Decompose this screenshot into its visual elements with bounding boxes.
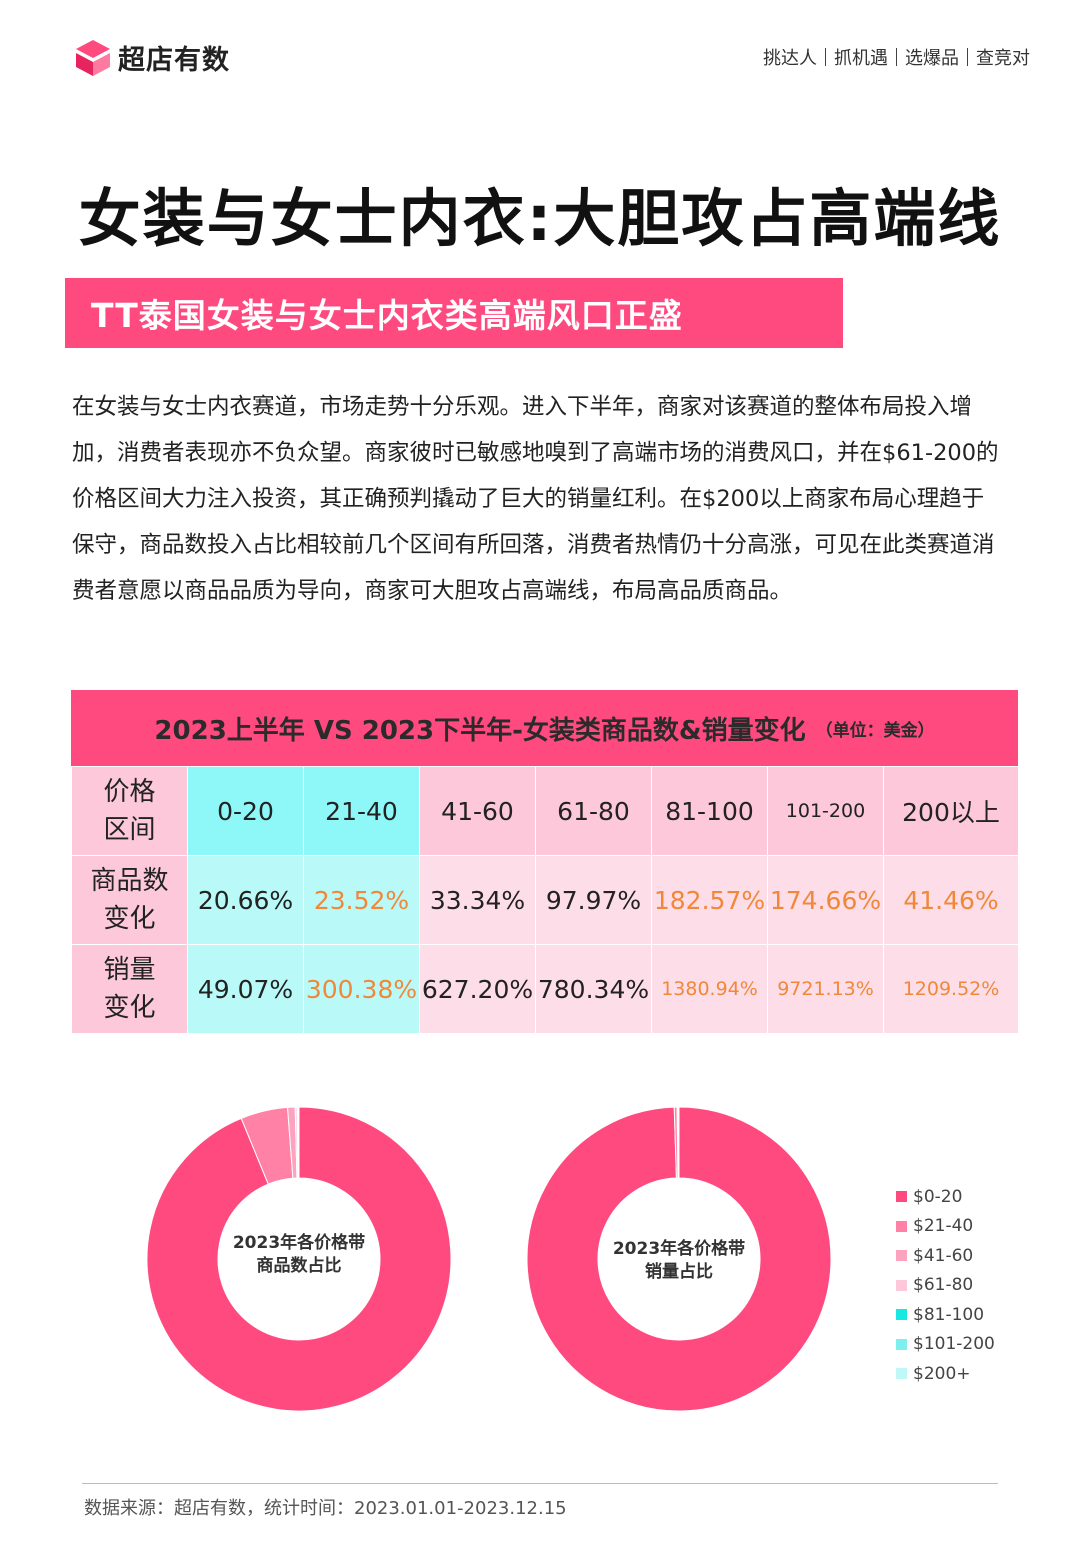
nav-divider	[825, 48, 826, 66]
nav-item-opportunity[interactable]: 抓机遇	[834, 48, 888, 69]
donut-center-label: 2023年各价格带 商品数占比	[232, 1233, 366, 1276]
nav-item-products[interactable]: 选爆品	[905, 48, 959, 69]
legend-swatch	[896, 1250, 907, 1262]
legend-item: $101-200	[896, 1330, 995, 1360]
legend-item: $41-60	[896, 1241, 995, 1271]
top-nav: 挑达人 抓机遇 选爆品 查竞对	[763, 44, 1030, 70]
nav-item-competitors[interactable]: 查竞对	[976, 48, 1030, 69]
nav-divider	[896, 48, 897, 66]
footer-source: 数据来源：超店有数，统计时间：2023.01.01-2023.12.15	[84, 1498, 567, 1519]
table-cell: 101-200	[767, 766, 884, 856]
legend-label: $101-200	[913, 1334, 995, 1355]
legend-label: $200+	[913, 1363, 971, 1384]
body-paragraph: 在女装与女士内衣赛道，市场走势十分乐观。进入下半年，商家对该赛道的整体布局投入增…	[72, 394, 999, 604]
legend-label: $41-60	[913, 1245, 974, 1266]
legend-swatch	[896, 1309, 907, 1321]
section-subtitle: TT泰国女装与女士内衣类高端风口正盛	[91, 296, 683, 335]
legend-swatch	[896, 1220, 907, 1232]
table-cell: 97.97%	[535, 855, 652, 945]
legend-label: $0-20	[913, 1186, 963, 1207]
row-label: 价格 区间	[71, 766, 188, 856]
donut-center-label: 2023年各价格带 销量占比	[612, 1239, 746, 1282]
table-cell: 1380.94%	[651, 944, 768, 1034]
donut-chart-sales-share	[526, 1106, 832, 1412]
donut-chart-product-share	[146, 1106, 452, 1412]
table-cell: 61-80	[535, 766, 652, 856]
section-banner: TT泰国女装与女士内衣类高端风口正盛	[65, 278, 843, 348]
table-cell: 21-40	[303, 766, 420, 856]
legend-label: $21-40	[913, 1216, 974, 1237]
table-header: 2023上半年 VS 2023下半年-女装类商品数&销量变化 （单位：美金）	[71, 690, 1018, 766]
table-row-price: 价格 区间 0-20 21-40 41-60 61-80 81-100 101-2…	[71, 766, 1019, 856]
table-cell: 182.57%	[651, 855, 768, 945]
table-cell: 627.20%	[419, 944, 536, 1034]
donut-slice-0-20	[146, 1106, 452, 1412]
legend-swatch	[896, 1191, 907, 1203]
table-cell: 780.34%	[535, 944, 652, 1034]
legend-label: $61-80	[913, 1275, 974, 1296]
table-cell: 1209.52%	[883, 944, 1019, 1034]
legend-swatch	[896, 1368, 907, 1380]
legend-item: $200+	[896, 1359, 995, 1389]
legend-item: $0-20	[896, 1182, 995, 1212]
row-label: 销量 变化	[71, 944, 188, 1034]
row-label: 商品数 变化	[71, 855, 188, 945]
chart-legend: $0-20 $21-40 $41-60 $61-80 $81-100 $101-200 $2…	[896, 1182, 995, 1389]
table-cell: 81-100	[651, 766, 768, 856]
table-cell: 9721.13%	[767, 944, 884, 1034]
legend-item: $21-40	[896, 1212, 995, 1242]
table-cell: 41.46%	[883, 855, 1019, 945]
table-cell: 33.34%	[419, 855, 536, 945]
donut-slice-0-20	[526, 1106, 832, 1412]
legend-swatch	[896, 1338, 907, 1350]
table-cell: 41-60	[419, 766, 536, 856]
table-cell: 23.52%	[303, 855, 420, 945]
brand-logo: 超店有数	[76, 38, 230, 77]
nav-item-influencer[interactable]: 挑达人	[763, 48, 817, 69]
legend-item: $61-80	[896, 1271, 995, 1301]
table-row-product-count: 商品数 变化 20.66% 23.52% 33.34% 97.97% 182.57…	[71, 855, 1019, 945]
table-title: 2023上半年 VS 2023下半年-女装类商品数&销量变化	[154, 715, 806, 746]
table-cell: 200以上	[883, 766, 1019, 856]
table-unit: （单位：美金）	[815, 720, 935, 741]
table-grid: 价格 区间 0-20 21-40 41-60 61-80 81-100 101-2…	[71, 766, 1019, 1034]
legend-swatch	[896, 1279, 907, 1291]
table-cell: 49.07%	[187, 944, 304, 1034]
table-cell: 300.38%	[303, 944, 420, 1034]
nav-divider	[967, 48, 968, 66]
table-cell: 20.66%	[187, 855, 304, 945]
comparison-table: 2023上半年 VS 2023下半年-女装类商品数&销量变化 （单位：美金） 价…	[71, 690, 1019, 1034]
footer-divider	[82, 1483, 998, 1484]
table-cell: 174.66%	[767, 855, 884, 945]
page-title: 女装与女士内衣:大胆攻占高端线	[78, 182, 1002, 255]
brand-logo-icon	[76, 39, 110, 76]
legend-label: $81-100	[913, 1304, 985, 1325]
legend-item: $81-100	[896, 1300, 995, 1330]
brand-name: 超店有数	[118, 45, 230, 76]
table-cell: 0-20	[187, 766, 304, 856]
table-row-sales: 销量 变化 49.07% 300.38% 627.20% 780.34% 1380…	[71, 944, 1019, 1034]
